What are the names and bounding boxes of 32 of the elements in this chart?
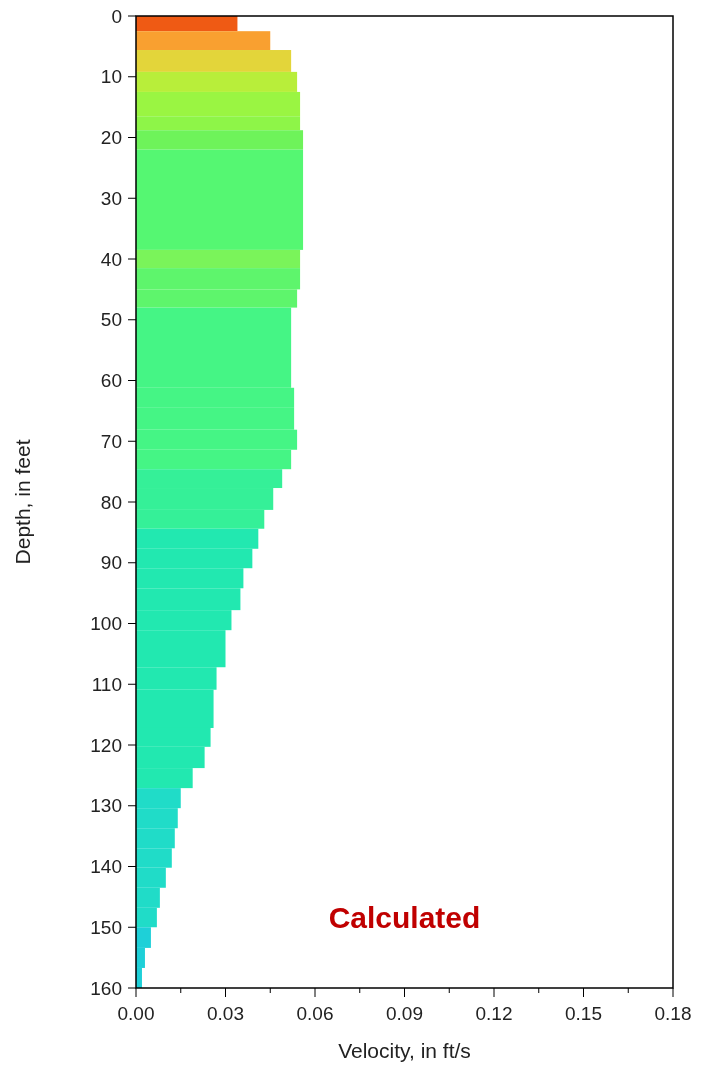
y-tick-label: 130 (90, 795, 122, 817)
x-tick-label: 0.00 (117, 1003, 155, 1024)
bar (136, 130, 304, 150)
y-tick-label: 0 (111, 5, 122, 27)
y-tick-label: 70 (100, 430, 122, 452)
x-tick-label: 0.03 (207, 1003, 244, 1024)
y-tick-label: 30 (100, 187, 122, 209)
annotation: Calculated (328, 901, 481, 934)
y-tick-label: 100 (90, 613, 122, 635)
y-axis-title: Depth, in feet (11, 439, 34, 565)
y-tick-label: 150 (90, 916, 122, 938)
x-tick-label: 0.06 (296, 1003, 334, 1024)
y-tick-label: 160 (90, 977, 122, 999)
y-tick-label: 60 (100, 370, 122, 392)
y-tick-label: 120 (90, 734, 122, 756)
y-tick-label: 80 (100, 491, 122, 513)
y-tick-label: 110 (91, 673, 122, 695)
bar (136, 31, 271, 51)
x-tick-label: 0.09 (386, 1003, 423, 1024)
y-tick-label: 90 (100, 552, 122, 574)
y-tick-label: 10 (100, 66, 122, 88)
x-tick-label: 0.18 (654, 1003, 692, 1024)
y-tick-label: 40 (100, 248, 122, 270)
y-tick-label: 20 (100, 127, 122, 149)
y-tick-label: 140 (90, 856, 122, 878)
x-tick-label: 0.15 (565, 1003, 602, 1024)
bar (136, 50, 292, 72)
bar (136, 71, 298, 92)
y-tick-label: 50 (100, 309, 122, 331)
x-tick-label: 0.12 (475, 1003, 513, 1024)
bar (136, 249, 301, 269)
x-axis-title: Velocity, in ft/s (338, 1039, 471, 1062)
